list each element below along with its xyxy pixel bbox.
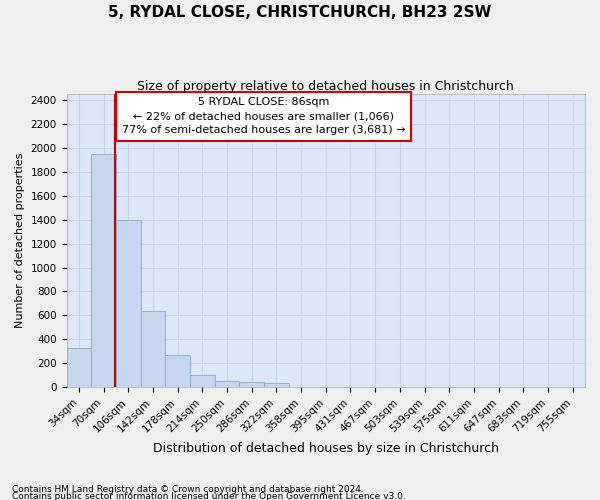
Text: Contains public sector information licensed under the Open Government Licence v3: Contains public sector information licen… [12, 492, 406, 500]
Bar [165, 355, 190, 387]
Bar [215, 382, 239, 387]
Bar [264, 383, 289, 387]
Text: Contains HM Land Registry data © Crown copyright and database right 2024.: Contains HM Land Registry data © Crown c… [12, 486, 364, 494]
Bar [116, 220, 140, 387]
Title: Size of property relative to detached houses in Christchurch: Size of property relative to detached ho… [137, 80, 514, 93]
Bar [239, 382, 264, 387]
Text: 5, RYDAL CLOSE, CHRISTCHURCH, BH23 2SW: 5, RYDAL CLOSE, CHRISTCHURCH, BH23 2SW [109, 5, 491, 20]
Bar [140, 310, 165, 387]
Text: 5 RYDAL CLOSE: 86sqm
← 22% of detached houses are smaller (1,066)
77% of semi-de: 5 RYDAL CLOSE: 86sqm ← 22% of detached h… [122, 97, 405, 135]
Bar [67, 348, 91, 387]
X-axis label: Distribution of detached houses by size in Christchurch: Distribution of detached houses by size … [153, 442, 499, 455]
Bar [190, 374, 215, 387]
Y-axis label: Number of detached properties: Number of detached properties [15, 153, 25, 328]
Bar [91, 154, 116, 387]
